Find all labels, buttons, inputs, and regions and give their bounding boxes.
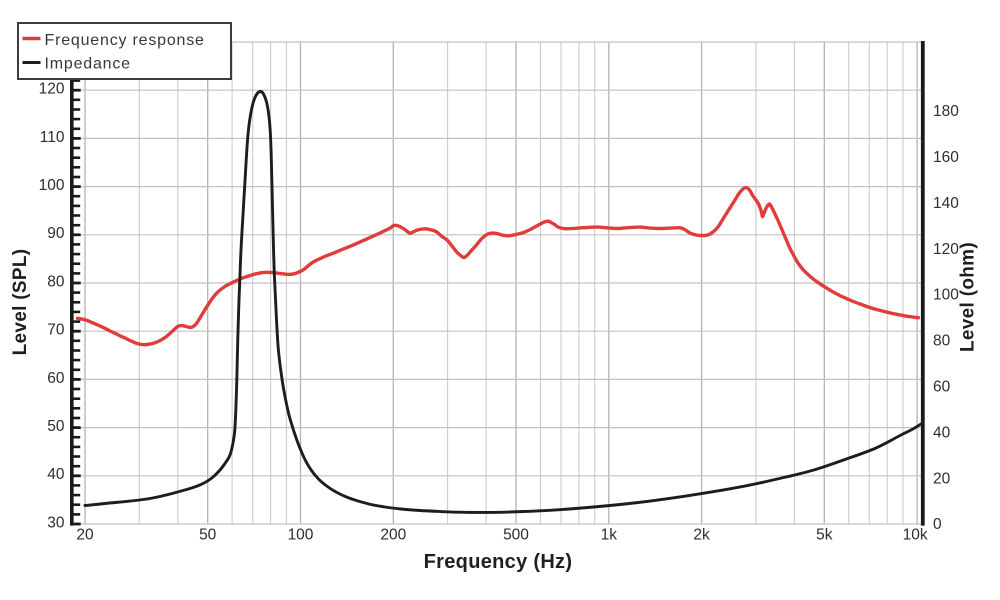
svg-text:110: 110 [40, 129, 65, 146]
svg-text:20: 20 [76, 527, 94, 544]
svg-text:Frequency response: Frequency response [45, 32, 205, 49]
svg-text:Level (ohm): Level (ohm) [958, 242, 979, 352]
svg-text:Impedance: Impedance [45, 55, 131, 72]
svg-text:50: 50 [199, 527, 217, 544]
svg-text:0: 0 [933, 516, 942, 533]
svg-text:1k: 1k [601, 527, 618, 544]
svg-text:160: 160 [933, 149, 959, 166]
svg-text:120: 120 [933, 241, 959, 258]
svg-text:100: 100 [288, 527, 314, 544]
svg-text:20: 20 [933, 470, 951, 487]
svg-text:80: 80 [933, 333, 951, 350]
svg-text:500: 500 [503, 527, 529, 544]
svg-text:100: 100 [933, 287, 959, 304]
svg-text:Frequency (Hz): Frequency (Hz) [424, 551, 573, 573]
svg-text:40: 40 [933, 424, 951, 441]
svg-text:140: 140 [933, 195, 959, 212]
svg-text:2k: 2k [693, 527, 710, 544]
svg-text:100: 100 [39, 177, 65, 194]
svg-text:10k: 10k [903, 527, 928, 544]
svg-text:50: 50 [47, 418, 65, 435]
svg-text:180: 180 [933, 103, 959, 120]
svg-text:60: 60 [933, 379, 951, 396]
svg-text:30: 30 [47, 514, 65, 531]
svg-text:60: 60 [47, 370, 65, 387]
svg-text:200: 200 [380, 527, 406, 544]
svg-text:40: 40 [47, 466, 65, 483]
svg-text:5k: 5k [816, 527, 833, 544]
svg-text:90: 90 [47, 225, 65, 242]
svg-text:80: 80 [47, 273, 65, 290]
svg-text:70: 70 [47, 322, 65, 339]
svg-text:Level (SPL): Level (SPL) [10, 249, 31, 356]
svg-text:120: 120 [39, 81, 65, 98]
